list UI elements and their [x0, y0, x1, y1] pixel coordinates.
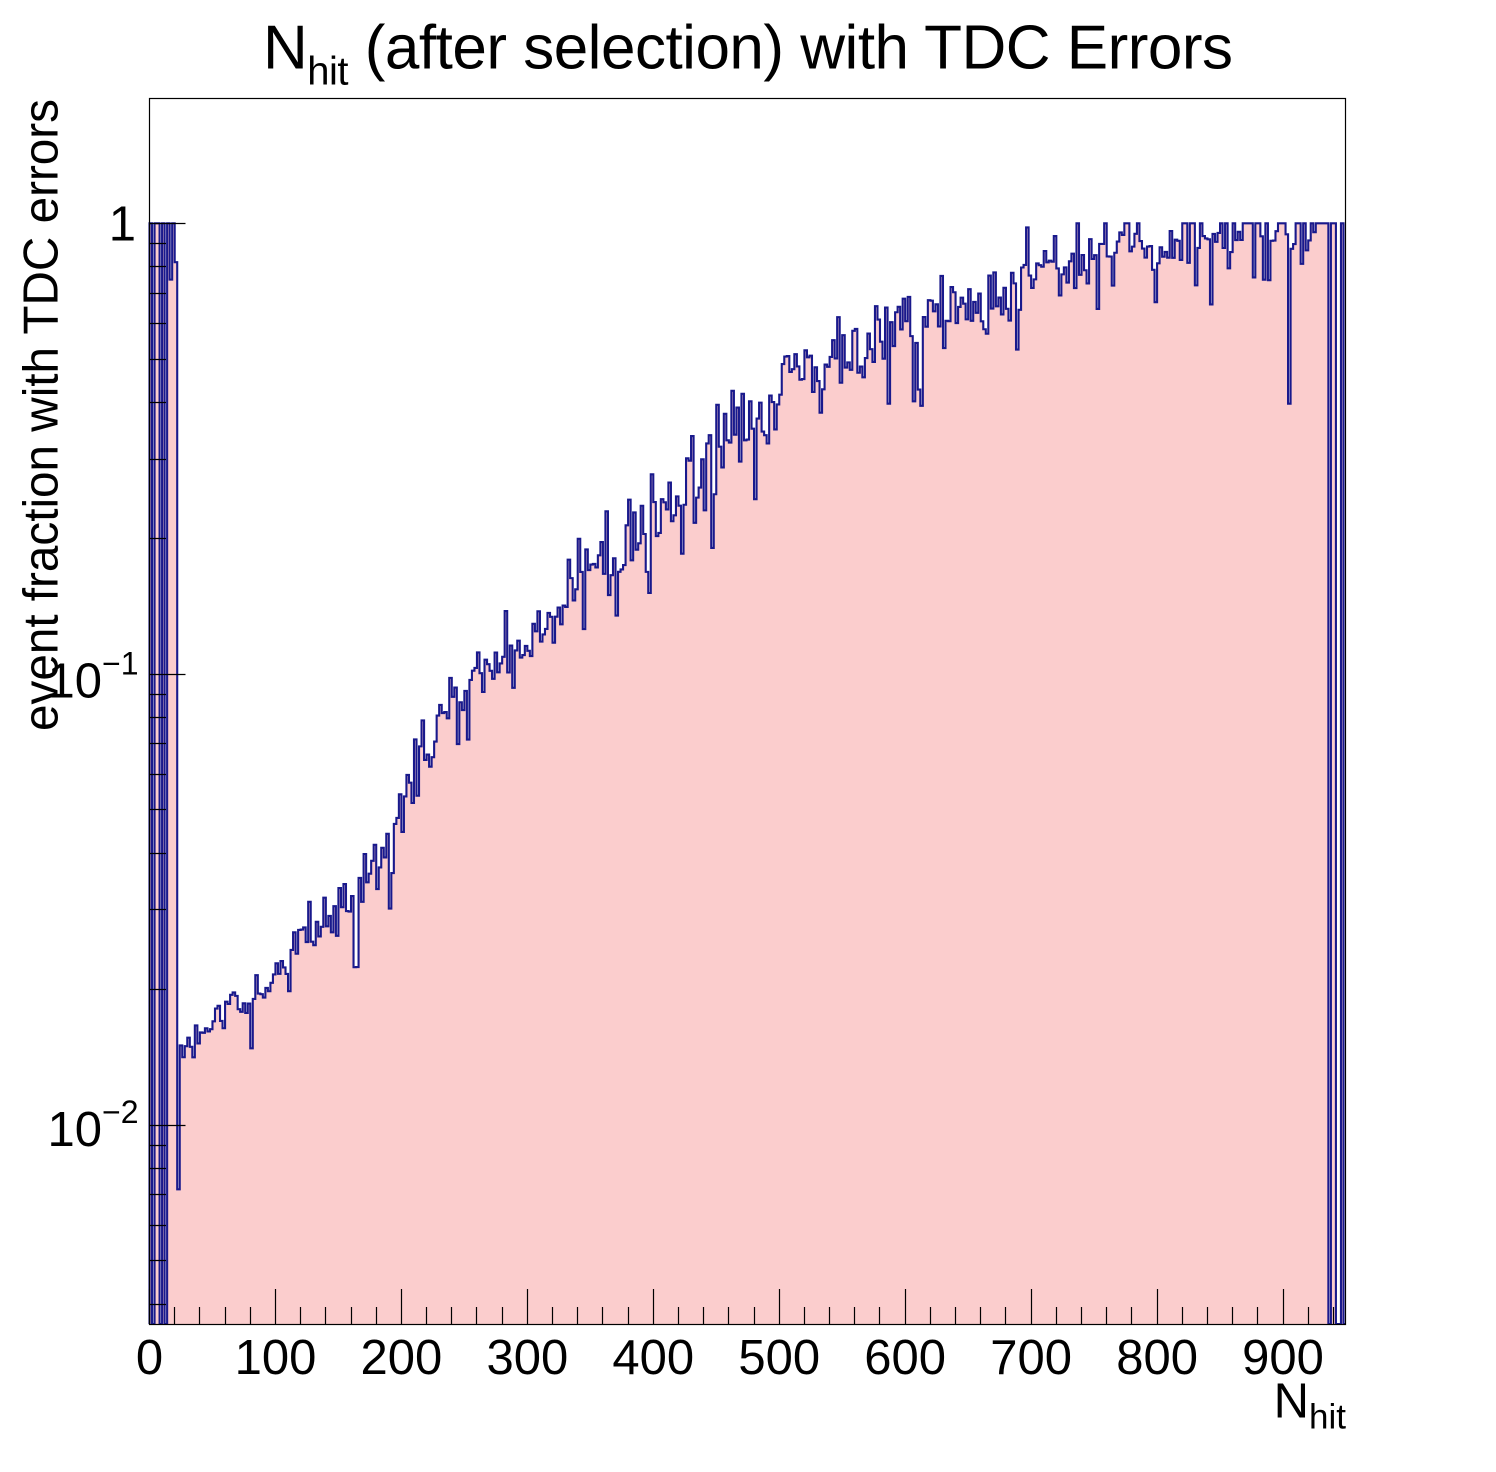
svg-text:800: 800 [1116, 1331, 1198, 1385]
svg-text:300: 300 [486, 1331, 568, 1385]
svg-text:600: 600 [864, 1331, 946, 1385]
svg-text:100: 100 [235, 1331, 317, 1385]
svg-text:200: 200 [361, 1331, 443, 1385]
svg-text:900: 900 [1242, 1331, 1324, 1385]
svg-text:1: 1 [109, 197, 136, 251]
svg-text:0: 0 [136, 1331, 163, 1385]
svg-text:500: 500 [738, 1331, 820, 1385]
svg-text:Nhit (after selection) with TD: Nhit (after selection) with TDC Errors [263, 14, 1233, 94]
svg-text:event fraction with TDC errors: event fraction with TDC errors [15, 99, 69, 731]
svg-text:700: 700 [990, 1331, 1072, 1385]
svg-text:400: 400 [612, 1331, 694, 1385]
